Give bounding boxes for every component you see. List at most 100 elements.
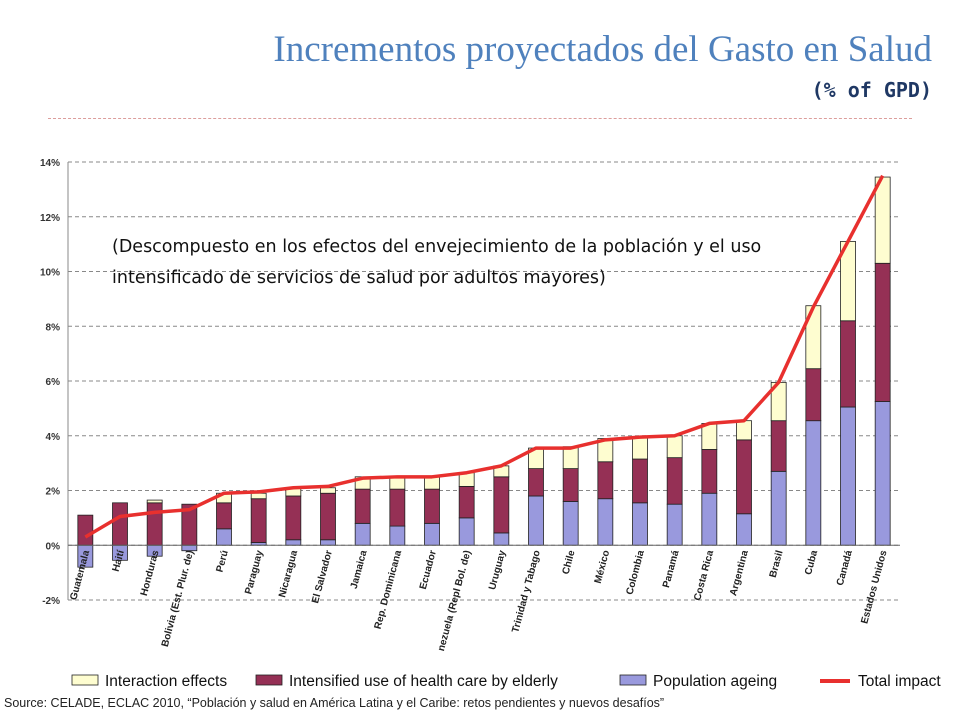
x-tick-label: Panamá <box>661 549 682 589</box>
bar-segment-elderly <box>770 420 787 472</box>
bar-segment-elderly <box>597 461 614 500</box>
bar-segment-elderly <box>320 492 336 541</box>
bar-segment-ageing <box>320 539 336 546</box>
bar-segment-ageing <box>458 517 475 546</box>
bar-segment-ageing <box>562 501 579 546</box>
x-tick-label: Perú <box>215 549 231 573</box>
bar-segment-elderly <box>285 495 302 541</box>
bar-segment-ageing <box>354 522 371 546</box>
y-tick-label: 12% <box>40 213 60 224</box>
x-tick-label: Brasil <box>768 549 786 579</box>
bar-segment-interaction <box>701 423 718 450</box>
bar-segment-elderly <box>354 488 371 524</box>
x-tick-label: Colombia <box>624 549 647 596</box>
y-tick-label: 6% <box>46 377 61 388</box>
bar-segment-ageing <box>181 544 198 552</box>
page-subtitle: (% of GPD) <box>811 78 932 102</box>
bar-segment-elderly <box>389 488 406 527</box>
bar-segment-interaction <box>250 492 267 500</box>
legend-label: Intensified use of health care by elderl… <box>289 673 558 690</box>
bar-segment-elderly <box>562 468 579 502</box>
x-tick-label: Uruguay <box>487 549 508 591</box>
bar-segment-ageing <box>216 528 232 546</box>
x-tick-label: Rep. Dominicana <box>373 549 405 631</box>
legend-swatch-elderly <box>255 674 283 686</box>
x-tick-label: Honduras <box>139 549 162 597</box>
y-tick-label: 14% <box>40 158 60 169</box>
legend-label: Interaction effects <box>105 673 227 690</box>
chart-annotation: (Descompuesto en los efectos del envejec… <box>112 237 762 288</box>
y-tick-label: -2% <box>42 596 60 607</box>
bar-segment-ageing <box>736 513 752 546</box>
bar-segment-interaction <box>146 499 163 504</box>
legend-swatch-ageing <box>619 674 647 686</box>
bar-segment-elderly <box>424 488 440 524</box>
x-tick-label: Nicaragua <box>277 549 300 599</box>
x-tick-label: nezuela (Repl Bol. de) <box>436 549 474 652</box>
x-tick-label: México <box>593 549 612 585</box>
bar-segment-elderly <box>458 485 475 519</box>
y-tick-label: 10% <box>40 268 60 279</box>
x-tick-label: Argentina <box>728 549 751 597</box>
bar-segment-ageing <box>874 401 891 546</box>
bar-segment-elderly <box>632 458 648 504</box>
bar-segment-interaction <box>874 176 891 264</box>
source-note: Source: CELADE, ECLAC 2010, “Población y… <box>4 696 665 710</box>
bar-segment-ageing <box>666 503 683 546</box>
bar-segment-ageing <box>805 420 822 546</box>
bar-segment-elderly <box>840 320 856 408</box>
legend: Interaction effects Intensified use of he… <box>71 673 941 690</box>
bar-segment-elderly <box>216 502 232 530</box>
x-tick-label: Cuba <box>803 549 820 576</box>
legend-label: Total impact <box>858 673 941 690</box>
page-title: Incrementos proyectados del Gasto en Sal… <box>273 29 932 70</box>
bar-segment-ageing <box>285 539 302 546</box>
bar-segment-interaction <box>666 435 683 459</box>
bar-segment-elderly <box>77 514 94 546</box>
bar-segment-ageing <box>770 470 787 546</box>
y-tick-label: 4% <box>46 432 61 443</box>
bar-segment-elderly <box>805 368 822 422</box>
y-tick-label: 8% <box>46 322 61 333</box>
total-impact-line-group <box>84 174 885 539</box>
bar-segment-elderly <box>112 502 128 546</box>
bar-segment-elderly <box>528 468 544 497</box>
bar-segment-ageing <box>493 532 510 546</box>
x-tick-label: Chile <box>561 549 578 576</box>
bar-segment-ageing <box>840 406 856 546</box>
bar-segment-elderly <box>736 439 752 515</box>
bar-segment-ageing <box>389 525 406 546</box>
bar-segment-ageing <box>632 502 648 546</box>
x-tick-label: El Salvador <box>310 549 335 605</box>
bars-group <box>77 176 891 568</box>
bar-segment-interaction <box>424 476 440 490</box>
bar-segment-ageing <box>424 522 440 546</box>
bar-segment-elderly <box>666 457 683 505</box>
bar-segment-interaction <box>320 487 336 494</box>
bar-segment-elderly <box>146 502 163 546</box>
title-divider <box>48 118 912 119</box>
bar-segment-ageing <box>597 498 614 546</box>
x-tick-label: Paraguay <box>243 549 265 596</box>
y-tick-label: 2% <box>46 487 61 498</box>
total-impact-line <box>84 174 885 539</box>
x-tick-label: Jamaica <box>349 549 370 590</box>
health-spending-chart: -2%0%2%4%6%8%10%12%14%Guatemala Haití Hond… <box>40 158 941 690</box>
x-tick-label: Costa Rica <box>692 549 716 602</box>
bar-segment-interaction <box>736 420 752 441</box>
bar-segment-elderly <box>250 498 267 543</box>
bar-segment-interaction <box>562 446 579 470</box>
bar-segment-interaction <box>632 436 648 460</box>
legend-label: Population ageing <box>653 673 777 690</box>
x-tick-label: Bolivia (Est. Plur. de) <box>160 549 196 648</box>
y-tick-label: 0% <box>46 541 61 552</box>
bar-segment-elderly <box>874 262 891 402</box>
bar-segment-ageing <box>528 495 544 546</box>
x-tick-label: Estados Unidos <box>859 549 889 625</box>
bar-segment-elderly <box>493 476 510 534</box>
bar-segment-elderly <box>701 449 718 494</box>
x-tick-label: Canadá <box>835 549 855 587</box>
x-tick-label: Guatemala <box>68 549 92 602</box>
legend-swatch-interaction <box>71 674 99 686</box>
bar-segment-ageing <box>701 492 718 546</box>
